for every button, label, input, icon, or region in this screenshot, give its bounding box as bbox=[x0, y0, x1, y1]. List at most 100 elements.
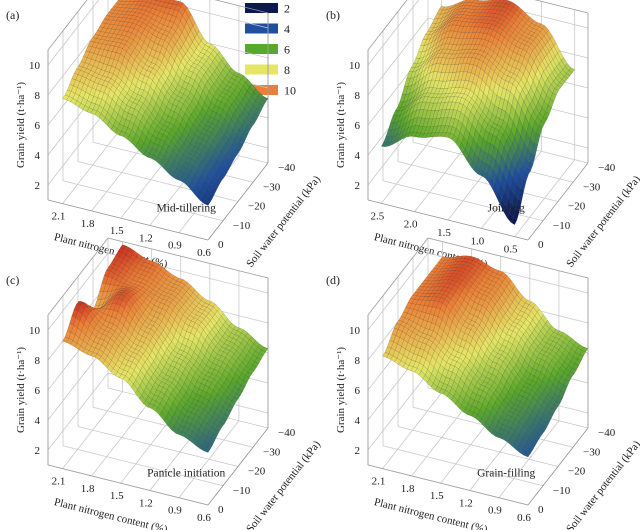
x-tick-label: 0.5 bbox=[504, 244, 518, 256]
x-tick-label: 1.0 bbox=[470, 235, 484, 247]
legend-label: 4 bbox=[284, 22, 290, 36]
legend-swatch bbox=[245, 85, 278, 95]
x-tick-label: 2.1 bbox=[372, 476, 386, 488]
z-tick-label: 8 bbox=[355, 355, 361, 367]
surface-cell bbox=[231, 397, 239, 403]
z-tick-label: 10 bbox=[29, 60, 41, 72]
legend-label: 10 bbox=[284, 84, 296, 98]
panel-label: (a) bbox=[6, 8, 19, 22]
panel-label: (d) bbox=[326, 273, 340, 287]
x-tick-label: 1.5 bbox=[430, 490, 444, 502]
surface-cell bbox=[206, 195, 213, 203]
gridline bbox=[154, 0, 269, 29]
z-axis-label: Grain yield (t·ha⁻¹) bbox=[335, 82, 347, 168]
x-tick-label: 0.6 bbox=[197, 247, 211, 259]
y-tick-label: −10 bbox=[233, 220, 251, 232]
x-tick-label: 1.8 bbox=[81, 218, 95, 230]
panel-label: (c) bbox=[6, 273, 19, 287]
x-tick-label: 1.5 bbox=[437, 227, 451, 239]
axis-edge bbox=[107, 237, 269, 279]
z-tick-label: 4 bbox=[35, 150, 41, 162]
surface-cell bbox=[208, 191, 216, 199]
x-tick-label: 2.5 bbox=[370, 210, 384, 222]
z-axis-label: Grain yield (t·ha⁻¹) bbox=[15, 347, 27, 433]
legend-swatch bbox=[245, 23, 278, 34]
stage-label: Grain-filling bbox=[477, 467, 535, 479]
surface-cell bbox=[210, 186, 218, 194]
y-tick-label: −30 bbox=[263, 181, 281, 193]
z-tick-label: 6 bbox=[355, 120, 361, 132]
y-tick-label: −10 bbox=[553, 485, 571, 497]
y-tick-label: 0 bbox=[218, 239, 224, 251]
surface-cell bbox=[141, 0, 148, 3]
surface-cell bbox=[229, 400, 236, 407]
surface-cell bbox=[240, 133, 248, 141]
legend-label: 8 bbox=[284, 63, 290, 77]
y-tick-label: −10 bbox=[233, 485, 251, 497]
y-axis-label: Soil water potential (kPa) bbox=[564, 438, 640, 530]
axis-edge bbox=[367, 199, 529, 241]
x-tick-label: 1.5 bbox=[110, 225, 124, 237]
z-tick-label: 4 bbox=[355, 150, 361, 162]
z-tick-label: 2 bbox=[35, 445, 41, 457]
z-tick-label: 6 bbox=[355, 385, 361, 397]
x-tick-label: 1.2 bbox=[139, 232, 153, 244]
z-tick-label: 2 bbox=[35, 180, 41, 192]
surface-cell bbox=[233, 147, 241, 154]
y-tick-label: −40 bbox=[598, 162, 616, 174]
z-tick-label: 4 bbox=[35, 415, 41, 427]
y-tick-label: −40 bbox=[278, 162, 296, 174]
x-tick-label: 0.9 bbox=[168, 240, 182, 252]
x-tick-label: 1.2 bbox=[459, 497, 473, 509]
axis-edge bbox=[534, 0, 589, 14]
gridline bbox=[77, 426, 239, 467]
surface-cell bbox=[510, 217, 518, 225]
y-tick-label: −40 bbox=[278, 427, 296, 439]
z-axis-label: Grain yield (t·ha⁻¹) bbox=[15, 82, 27, 168]
x-tick-label: 1.2 bbox=[139, 497, 153, 509]
z-tick-label: 8 bbox=[35, 90, 41, 102]
surface bbox=[62, 244, 269, 453]
y-tick-label: −30 bbox=[263, 446, 281, 458]
legend-label: 2 bbox=[284, 2, 290, 16]
axis-edge bbox=[47, 464, 209, 506]
stage-label: Jointing bbox=[488, 202, 525, 214]
surface-cell bbox=[494, 0, 501, 3]
gridline bbox=[62, 445, 224, 487]
surface-cell bbox=[533, 133, 541, 146]
stage-label: Panicle initiation bbox=[147, 467, 225, 479]
legend: 2 4 6 8 10 bbox=[245, 2, 296, 98]
surface-cell bbox=[242, 375, 250, 383]
surface-cell bbox=[245, 371, 253, 378]
surface-cell bbox=[247, 121, 255, 128]
z-tick-label: 4 bbox=[355, 415, 361, 427]
legend-swatch bbox=[245, 44, 278, 54]
axis-edge bbox=[47, 237, 109, 316]
y-tick-label: −30 bbox=[583, 446, 601, 458]
surface bbox=[62, 0, 269, 206]
surface-cell bbox=[486, 0, 494, 4]
surface-cell bbox=[152, 0, 158, 1]
z-tick-label: 2 bbox=[355, 445, 361, 457]
y-axis-label: Soil water potential (kPa) bbox=[244, 438, 323, 530]
surface-cell bbox=[464, 0, 471, 3]
x-tick-label: 1.8 bbox=[81, 483, 95, 495]
y-tick-label: −20 bbox=[248, 201, 266, 213]
surface-cell bbox=[156, 0, 162, 2]
axis-edge bbox=[214, 0, 269, 14]
z-tick-label: 6 bbox=[35, 120, 41, 132]
surface-cell bbox=[531, 142, 538, 156]
axis-edge bbox=[527, 162, 589, 241]
surface-cell bbox=[217, 175, 225, 181]
axis-edge bbox=[367, 0, 408, 51]
surface-cell bbox=[490, 0, 497, 4]
y-tick-label: −40 bbox=[598, 427, 616, 439]
surface-cell bbox=[236, 143, 243, 151]
y-tick-label: −20 bbox=[568, 466, 586, 478]
axis-edge bbox=[207, 162, 269, 241]
surface-cell bbox=[566, 70, 573, 76]
x-tick-label: 1.8 bbox=[401, 483, 415, 495]
